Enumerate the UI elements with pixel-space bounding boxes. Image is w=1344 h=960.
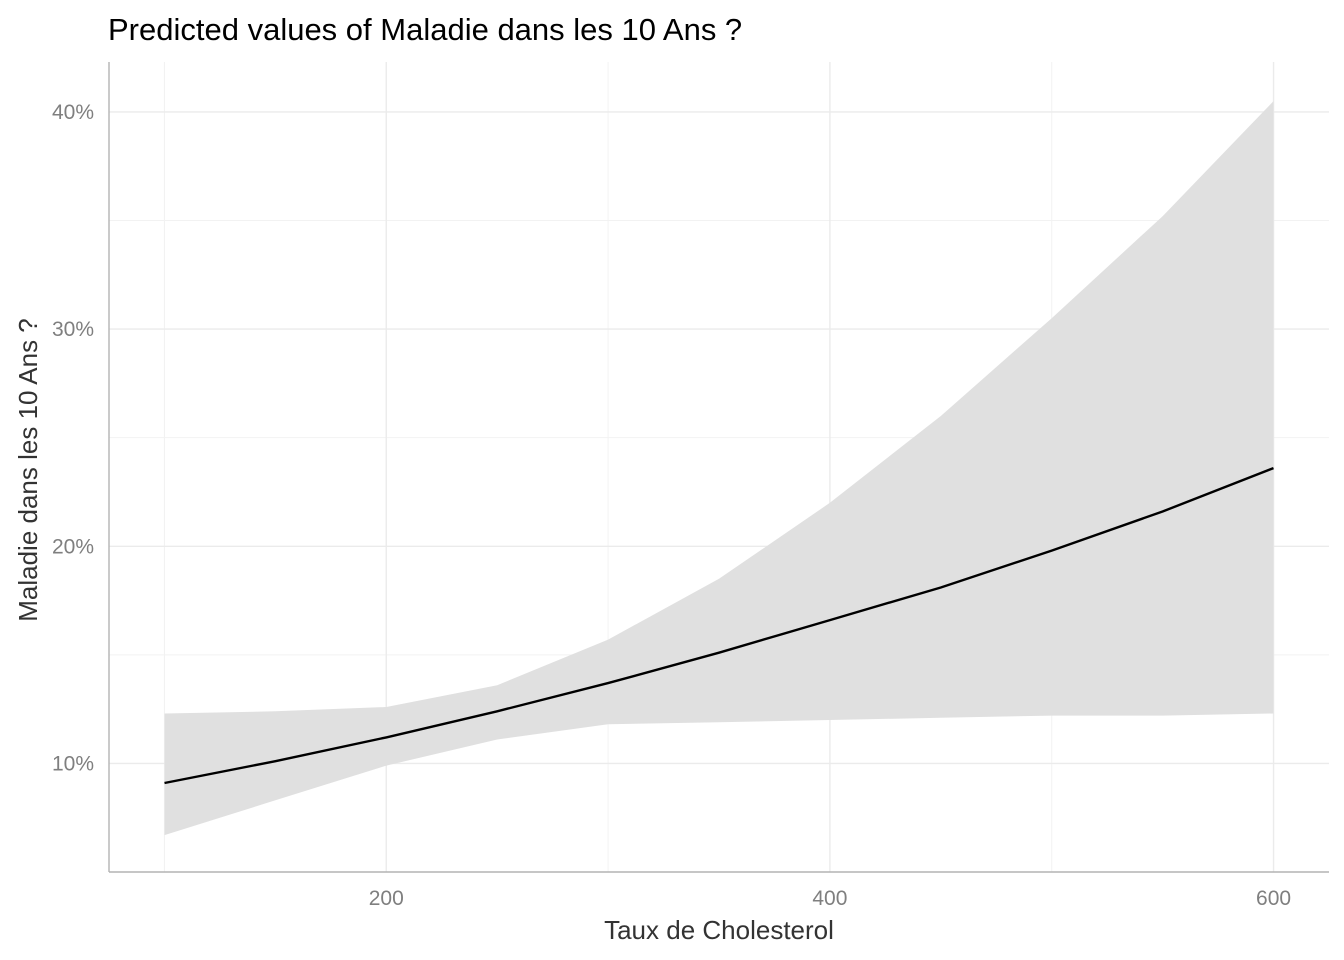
- y-tick-labels: 10% 20% 30% 40%: [52, 101, 94, 775]
- x-tick-label: 400: [812, 887, 847, 910]
- confidence-band: [164, 101, 1274, 836]
- x-tick-label: 600: [1256, 887, 1291, 910]
- x-axis-title: Taux de Cholesterol: [604, 915, 834, 945]
- y-tick-label: 10%: [52, 752, 94, 775]
- axes: [108, 62, 1329, 873]
- y-tick-label: 30%: [52, 318, 94, 341]
- x-tick-labels: 200 400 600: [369, 887, 1291, 910]
- x-tick-label: 200: [369, 887, 404, 910]
- predicted-line: [164, 466, 1274, 785]
- chart-title: Predicted values of Maladie dans les 10 …: [108, 12, 742, 47]
- y-tick-label: 40%: [52, 101, 94, 124]
- y-axis-title: Maladie dans les 10 Ans ?: [13, 318, 43, 622]
- y-tick-label: 20%: [52, 535, 94, 558]
